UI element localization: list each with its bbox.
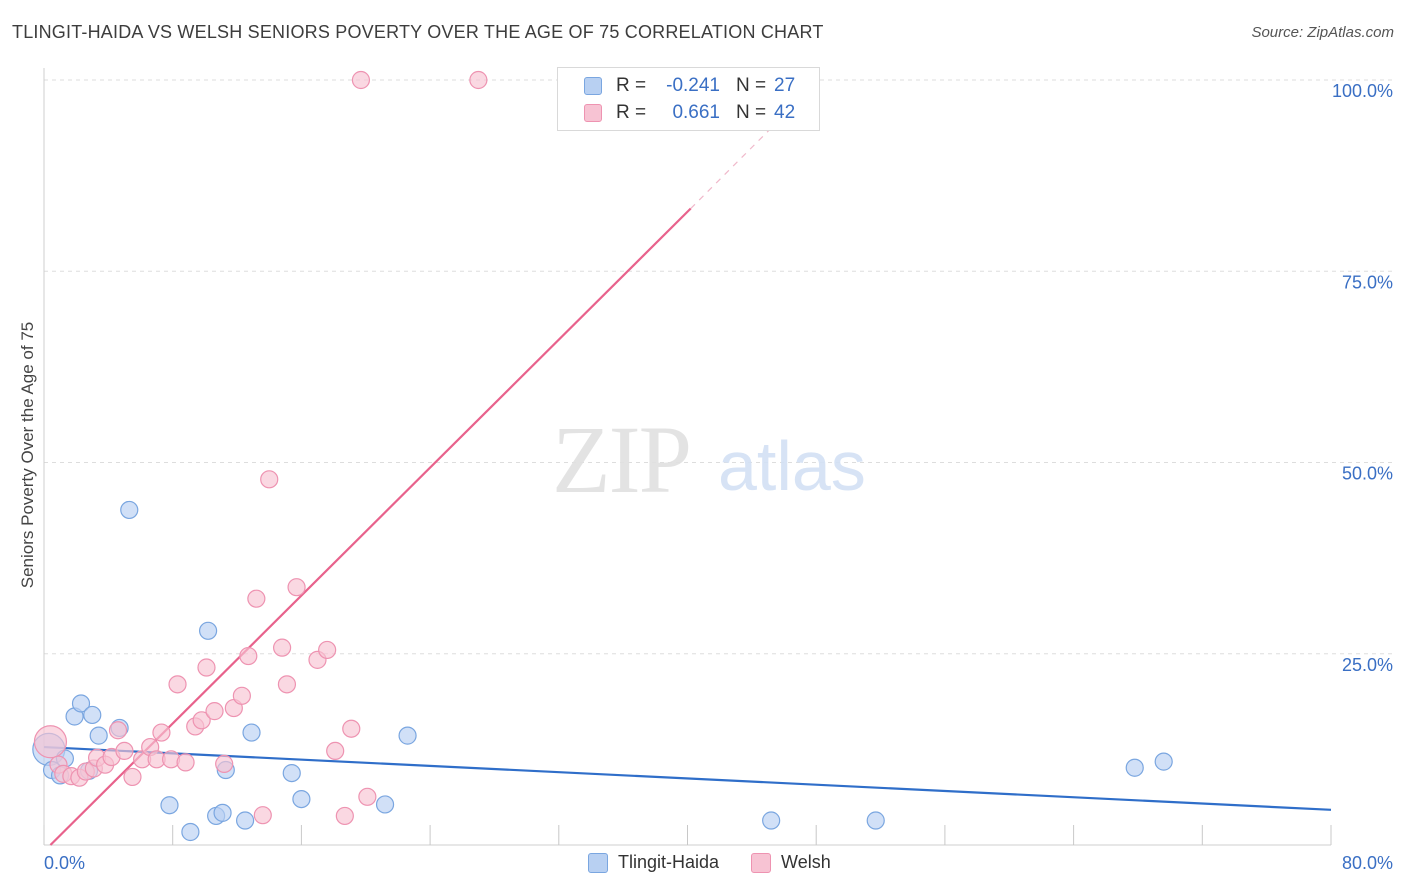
stats-legend: R = -0.241 N = 27 R = 0.661 N = 42 xyxy=(557,67,820,131)
x-tick-label: 80.0% xyxy=(1342,853,1393,873)
point-tlingit-haida xyxy=(83,705,102,725)
legend-label-tlingit-haida: Tlingit-Haida xyxy=(618,852,720,872)
point-tlingit-haida xyxy=(242,723,261,742)
axes xyxy=(43,68,1332,846)
point-welsh xyxy=(115,741,134,761)
point-tlingit-haida xyxy=(160,796,179,815)
legend-label-welsh: Welsh xyxy=(781,852,831,872)
point-tlingit-haida xyxy=(762,811,781,830)
point-tlingit-haida xyxy=(198,621,218,640)
point-welsh xyxy=(152,723,171,742)
point-welsh xyxy=(192,711,211,730)
watermark-zip: ZIP xyxy=(552,406,690,513)
point-tlingit-haida xyxy=(120,500,139,520)
chart-title: TLINGIT-HAIDA VS WELSH SENIORS POVERTY O… xyxy=(12,22,824,42)
legend-n-value: 27 xyxy=(774,75,796,96)
watermark-atlas: atlas xyxy=(718,427,866,505)
point-welsh xyxy=(247,589,266,608)
watermark: ZIP atlas xyxy=(552,406,866,513)
point-welsh xyxy=(215,754,234,774)
point-welsh xyxy=(272,638,292,657)
point-welsh xyxy=(176,753,195,772)
point-welsh xyxy=(123,767,142,787)
point-welsh xyxy=(287,578,306,597)
point-welsh xyxy=(469,70,488,90)
point-welsh xyxy=(108,721,128,740)
point-welsh xyxy=(342,719,361,738)
legend-item-tlingit-haida[interactable]: Tlingit-Haida xyxy=(588,852,719,873)
legend-n-value: 42 xyxy=(774,102,796,123)
legend-swatch-blue xyxy=(588,852,608,873)
trend-line-welsh-extension xyxy=(690,98,801,209)
point-tlingit-haida xyxy=(398,726,417,745)
point-welsh xyxy=(239,646,258,666)
point-welsh xyxy=(205,702,224,721)
legend-row-tlingit: R = -0.241 N = 27 xyxy=(584,74,795,98)
point-tlingit-haida xyxy=(282,763,301,783)
legend-r-label: R = xyxy=(616,75,647,96)
point-tlingit-haida xyxy=(181,822,200,842)
point-tlingit-haida xyxy=(89,726,108,745)
legend-row-welsh: R = 0.661 N = 42 xyxy=(584,101,795,125)
legend-swatch-blue xyxy=(584,77,602,95)
point-welsh xyxy=(335,806,354,826)
point-welsh xyxy=(232,686,251,705)
legend-swatch-pink xyxy=(751,852,772,873)
x-tick-label: 0.0% xyxy=(44,853,85,873)
point-tlingit-haida xyxy=(1154,752,1173,771)
point-welsh xyxy=(318,640,337,660)
data-points xyxy=(32,70,1173,842)
trend-line-tlingit-haida xyxy=(43,745,1332,811)
gridlines xyxy=(44,79,1396,655)
point-welsh xyxy=(197,658,216,677)
legend-r-label: R = xyxy=(616,102,647,123)
legend-swatch-pink xyxy=(584,104,602,122)
point-tlingit-haida xyxy=(866,811,885,830)
point-welsh xyxy=(326,741,345,761)
point-tlingit-haida xyxy=(375,795,395,814)
y-tick-label: 100.0% xyxy=(1332,81,1393,101)
point-welsh xyxy=(260,470,279,489)
point-tlingit-haida xyxy=(292,789,311,809)
point-welsh xyxy=(253,806,272,825)
point-welsh xyxy=(351,70,371,90)
point-tlingit-haida xyxy=(71,694,91,713)
legend-r-value: -0.241 xyxy=(666,75,720,96)
legend-n-label: N = xyxy=(736,102,767,123)
point-welsh xyxy=(168,675,187,694)
y-tick-label: 75.0% xyxy=(1342,272,1393,292)
y-tick-label: 50.0% xyxy=(1342,464,1393,484)
point-tlingit-haida xyxy=(213,803,232,822)
tick-labels: 25.0% 50.0% 75.0% 100.0% 0.0% 80.0% xyxy=(44,81,1393,873)
point-welsh xyxy=(358,787,377,806)
point-tlingit-haida xyxy=(235,811,255,830)
legend-item-welsh[interactable]: Welsh xyxy=(751,852,831,873)
legend-r-value: 0.661 xyxy=(672,102,720,123)
point-welsh xyxy=(33,725,68,759)
legend-n-label: N = xyxy=(736,75,767,96)
y-tick-label: 25.0% xyxy=(1342,655,1393,675)
point-welsh xyxy=(277,675,297,694)
series-legend: Tlingit-Haida Welsh xyxy=(588,852,863,873)
point-tlingit-haida xyxy=(1125,758,1144,777)
source-label: Source: ZipAtlas.com xyxy=(1251,24,1394,41)
